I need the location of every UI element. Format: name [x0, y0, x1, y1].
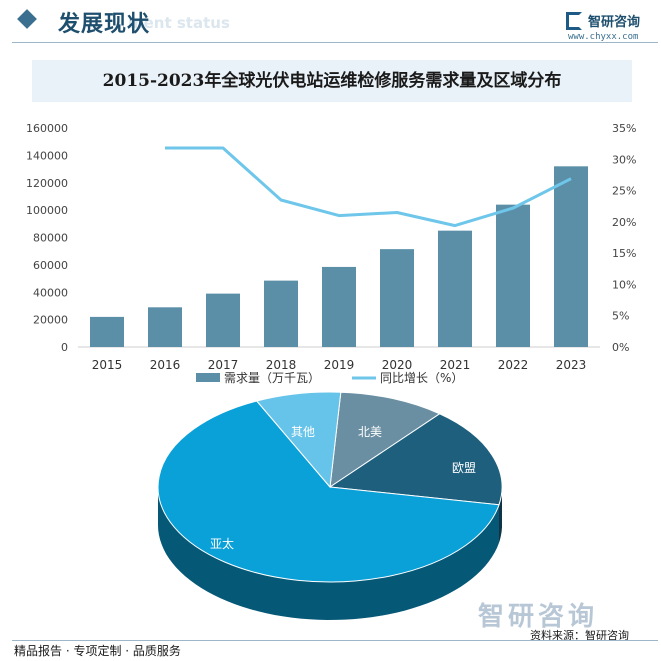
right-axis-tick-label: 5%	[612, 310, 629, 323]
pie-slice	[329, 391, 441, 489]
bar	[496, 204, 530, 347]
x-axis-tick-label: 2019	[324, 358, 355, 372]
chart-title-band: 2015-2023年全球光伏电站运维检修服务需求量及区域分布	[32, 60, 632, 102]
right-axis-tick-label: 10%	[612, 278, 636, 291]
pie-slice-label: 北美	[358, 425, 382, 439]
x-axis-tick-label: 2017	[208, 358, 239, 372]
brand: 智研咨询 www.chyxx.com	[566, 10, 661, 44]
left-axis-tick-label: 60000	[33, 259, 68, 272]
x-axis-tick-label: 2023	[556, 358, 587, 372]
bar	[380, 249, 414, 347]
pie-slice-side	[158, 487, 499, 620]
left-axis-tick-label: 0	[61, 341, 68, 354]
pie-slice-label: 亚太	[210, 536, 234, 551]
pie-slice-label: 其他	[291, 425, 315, 439]
bar	[264, 280, 298, 347]
x-axis-tick-label: 2016	[150, 358, 181, 372]
brand-url: www.chyxx.com	[568, 32, 639, 42]
x-axis-tick-label: 2015	[92, 358, 123, 372]
bar	[206, 293, 240, 347]
bar	[438, 230, 472, 347]
x-axis-tick-label: 2018	[266, 358, 297, 372]
right-axis-tick-label: 20%	[612, 216, 636, 229]
footer-tagline: 精品报告 · 专项定制 · 品质服务	[14, 644, 181, 658]
left-axis-tick-label: 140000	[26, 149, 68, 162]
pie-slice	[157, 400, 500, 583]
right-axis-tick-label: 0%	[612, 341, 629, 354]
footer-divider	[12, 640, 658, 641]
brand-logo-icon	[566, 12, 582, 30]
brand-name: 智研咨询	[588, 15, 641, 30]
left-axis-tick-label: 80000	[33, 232, 68, 245]
bar	[554, 166, 588, 347]
x-axis-tick-label: 2022	[498, 358, 529, 372]
left-axis-tick-label: 40000	[33, 286, 68, 299]
x-axis-tick-label: 2021	[440, 358, 471, 372]
watermark-brand: 智研咨询	[478, 602, 599, 632]
left-axis-tick-label: 160000	[26, 122, 68, 135]
pie-slice	[328, 413, 503, 506]
section-subtitle: ment status	[128, 14, 230, 32]
chart-title: 2015-2023年全球光伏电站运维检修服务需求量及区域分布	[102, 71, 562, 91]
legend-swatch-bar	[196, 373, 220, 382]
left-axis-tick-label: 100000	[26, 204, 68, 217]
right-axis-tick-label: 15%	[612, 247, 636, 260]
right-axis-tick-label: 25%	[612, 185, 636, 198]
pie-slice	[255, 391, 342, 489]
legend-label-bar: 需求量（万千瓦）	[224, 371, 320, 385]
bar	[148, 307, 182, 347]
growth-line	[165, 146, 572, 228]
source-text: 资料来源：智研咨询	[530, 629, 629, 642]
bar	[90, 316, 124, 347]
section-header: ment status 发展现状 智研咨询 www.chyxx.com	[0, 0, 661, 46]
pie-slice-side	[499, 487, 502, 543]
bar	[322, 266, 356, 347]
pie-slice-label: 欧盟	[452, 461, 476, 475]
header-divider	[12, 42, 658, 43]
legend-label-line: 同比增长（%）	[380, 371, 463, 385]
left-axis-tick-label: 20000	[33, 314, 68, 327]
section-title: 发展现状	[58, 12, 151, 37]
right-axis-tick-label: 30%	[612, 153, 636, 166]
x-axis-tick-label: 2020	[382, 358, 413, 372]
left-axis-tick-label: 120000	[26, 177, 68, 190]
right-axis-tick-label: 35%	[612, 122, 636, 135]
